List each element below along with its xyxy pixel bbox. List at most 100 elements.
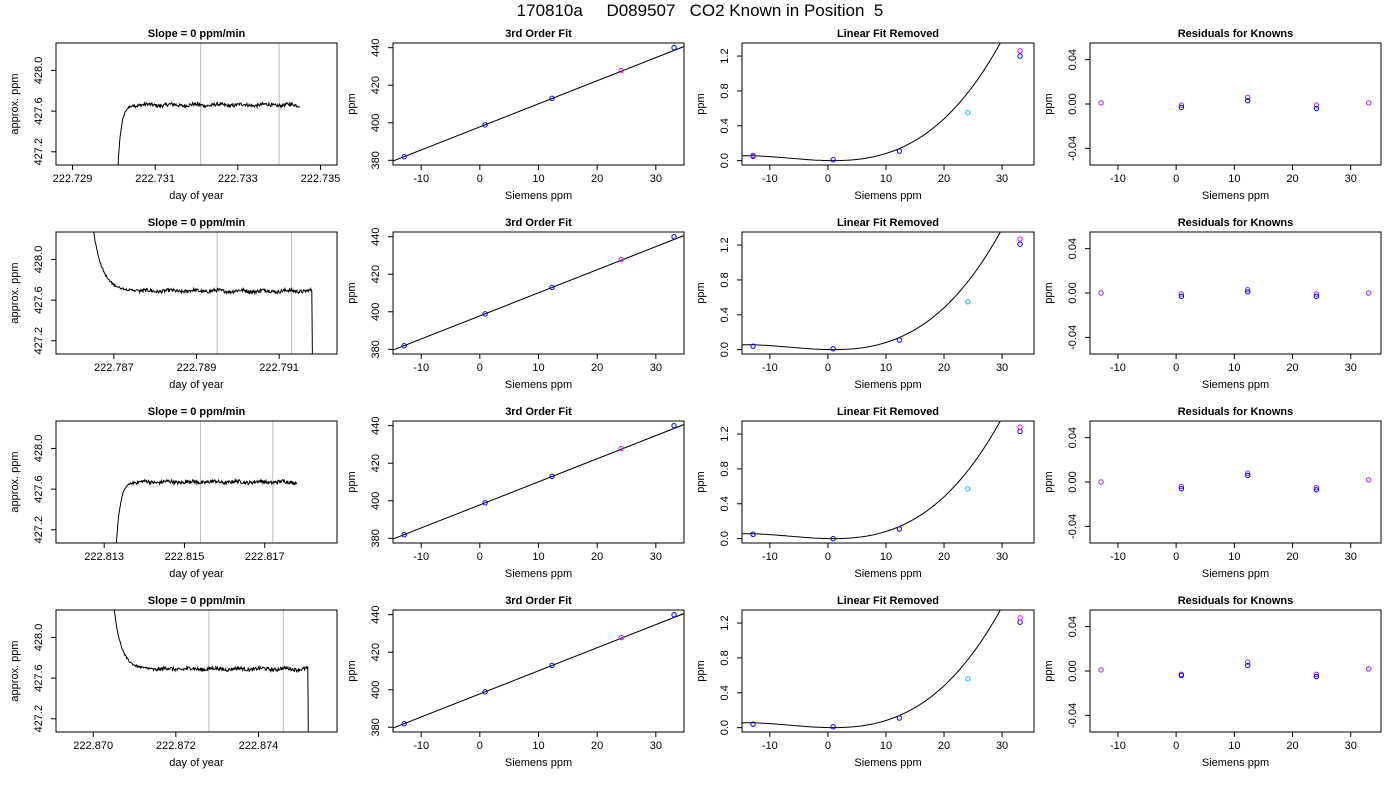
y-axis-label: ppm bbox=[346, 93, 358, 114]
data-point bbox=[830, 535, 836, 542]
data-point bbox=[1017, 236, 1023, 242]
data-point bbox=[1313, 293, 1320, 300]
subplot-1-2: Linear Fit Removed Siemens ppm ppm -10 0 10 20… bbox=[695, 217, 1035, 391]
y-tick-label: 0.04 bbox=[1067, 427, 1079, 448]
data-layer bbox=[113, 610, 309, 732]
data-point bbox=[1178, 102, 1185, 108]
data-point bbox=[1017, 48, 1023, 54]
ppm-trace bbox=[113, 610, 309, 732]
subplot-title: Residuals for Knowns bbox=[1178, 28, 1294, 40]
subplot-title: Linear Fit Removed bbox=[837, 406, 939, 418]
x-tick-label: -10 bbox=[762, 173, 778, 185]
subplot-2-3: Residuals for Knowns Siemens ppm ppm -10 0 10… bbox=[1043, 406, 1382, 580]
data-point bbox=[750, 343, 756, 349]
y-tick-label: 420 bbox=[370, 454, 382, 472]
subplot-3-2: Linear Fit Removed Siemens ppm ppm -10 0 10 20… bbox=[695, 595, 1035, 769]
data-point bbox=[965, 676, 971, 682]
y-tick-label: -0.04 bbox=[1067, 136, 1079, 161]
x-tick-label: 10 bbox=[532, 173, 544, 185]
y-axis-label: ppm bbox=[346, 282, 358, 303]
data-point bbox=[671, 44, 677, 51]
subplot-title: Residuals for Knowns bbox=[1178, 595, 1294, 607]
x-tick-label: -10 bbox=[413, 173, 429, 185]
subplot-title: 3rd Order Fit bbox=[505, 595, 572, 607]
data-point bbox=[401, 532, 407, 538]
y-tick-label: 1.2 bbox=[719, 426, 731, 441]
y-tick-label: 427.2 bbox=[33, 705, 45, 733]
plot-frame bbox=[392, 420, 685, 544]
x-tick-label: -10 bbox=[1110, 740, 1126, 752]
x-tick-label: 20 bbox=[1286, 362, 1298, 374]
page-title: 170810a D089507 CO2 Known in Position 5 bbox=[516, 1, 884, 20]
y-tick-label: 420 bbox=[370, 643, 382, 661]
x-tick-label: 30 bbox=[1345, 551, 1357, 563]
subplot-2-1: 3rd Order Fit Siemens ppm ppm -10 0 10 20 30 380… bbox=[346, 406, 685, 580]
x-tick-label: 0 bbox=[477, 740, 483, 752]
data-point bbox=[1366, 100, 1372, 106]
data-layer bbox=[742, 232, 1023, 352]
data-point bbox=[1098, 290, 1104, 296]
subplot-title: Residuals for Knowns bbox=[1178, 217, 1294, 229]
fit-line bbox=[393, 613, 684, 729]
y-tick-label: 420 bbox=[370, 265, 382, 283]
data-point bbox=[830, 157, 836, 163]
y-axis-label: ppm bbox=[1043, 93, 1055, 114]
y-axis-label: ppm bbox=[1043, 660, 1055, 681]
plot-frame bbox=[55, 420, 338, 544]
data-point bbox=[671, 233, 677, 240]
subplot-0-0: Slope = 0 ppm/min day of year approx. ppm 2… bbox=[9, 28, 340, 202]
x-tick-label: 10 bbox=[880, 173, 892, 185]
y-tick-label: 428.0 bbox=[33, 246, 45, 274]
x-tick-label: 222.817 bbox=[245, 551, 285, 563]
y-tick-label: 427.6 bbox=[33, 97, 45, 125]
data-layer bbox=[742, 421, 1023, 542]
y-tick-label: 380 bbox=[370, 340, 382, 358]
y-tick-label: 427.2 bbox=[33, 516, 45, 544]
y-tick-label: 0.00 bbox=[1067, 471, 1079, 492]
x-tick-label: 30 bbox=[996, 740, 1008, 752]
y-tick-label: 0.0 bbox=[719, 153, 731, 168]
subplot-title: Slope = 0 ppm/min bbox=[148, 406, 246, 418]
x-tick-label: 30 bbox=[650, 362, 662, 374]
y-tick-label: 440 bbox=[370, 606, 382, 624]
x-tick-label: 222.815 bbox=[165, 551, 205, 563]
data-point bbox=[1245, 472, 1251, 479]
x-axis-label: day of year bbox=[169, 190, 224, 202]
y-tick-label: 400 bbox=[370, 681, 382, 699]
data-point bbox=[1313, 105, 1320, 112]
data-point bbox=[1178, 293, 1185, 300]
y-tick-label: 427.6 bbox=[33, 664, 45, 692]
y-tick-label: 1.2 bbox=[719, 48, 731, 63]
fit-line bbox=[393, 424, 684, 540]
data-layer bbox=[742, 43, 1023, 163]
x-tick-label: 0 bbox=[825, 173, 831, 185]
y-axis-label: approx. ppm bbox=[9, 640, 21, 701]
data-point bbox=[401, 343, 407, 349]
data-point bbox=[671, 611, 677, 618]
data-point bbox=[549, 284, 555, 291]
y-tick-label: 380 bbox=[370, 718, 382, 736]
data-point bbox=[965, 110, 971, 116]
x-tick-label: 0 bbox=[477, 173, 483, 185]
data-point bbox=[1313, 484, 1320, 491]
y-tick-label: 427.6 bbox=[33, 286, 45, 314]
x-tick-label: 222.870 bbox=[73, 740, 113, 752]
plot-frame bbox=[1089, 420, 1382, 544]
data-point bbox=[618, 634, 624, 641]
data-point bbox=[549, 473, 555, 480]
x-tick-label: 10 bbox=[880, 551, 892, 563]
data-point bbox=[896, 715, 903, 721]
x-tick-label: 10 bbox=[880, 362, 892, 374]
x-tick-label: 0 bbox=[477, 362, 483, 374]
data-point bbox=[750, 152, 756, 159]
y-axis-label: ppm bbox=[346, 471, 358, 492]
x-tick-label: 222.791 bbox=[259, 362, 299, 374]
x-tick-label: 20 bbox=[1286, 740, 1298, 752]
subplot-0-2: Linear Fit Removed Siemens ppm ppm -10 0 10 20… bbox=[695, 28, 1035, 202]
data-point bbox=[1017, 424, 1023, 430]
data-point bbox=[1017, 619, 1023, 625]
x-tick-label: 10 bbox=[880, 740, 892, 752]
data-point bbox=[1017, 428, 1023, 435]
plot-frame bbox=[392, 231, 685, 355]
y-tick-label: -0.04 bbox=[1067, 703, 1079, 728]
